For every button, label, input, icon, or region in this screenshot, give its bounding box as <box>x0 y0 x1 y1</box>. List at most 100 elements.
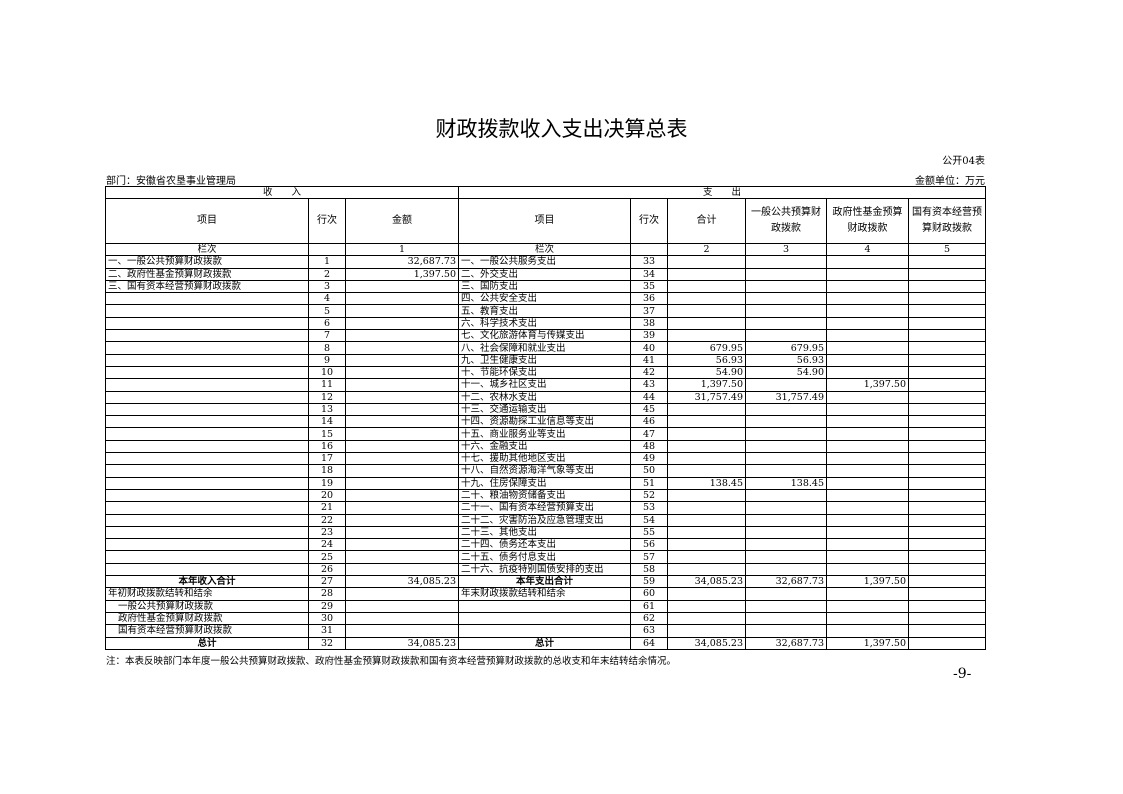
table-row: 国有资本经营预算财政拨款 31 63 <box>105 624 986 638</box>
expense-item: 六、科学技术支出 <box>458 316 631 331</box>
expense-item: 十、节能环保支出 <box>458 365 631 380</box>
income-line: 7 <box>308 329 346 343</box>
expense-total <box>667 329 746 343</box>
expense-item: 二十、粮油物资储备支出 <box>458 488 631 503</box>
expense-state <box>908 513 986 527</box>
expense-line: 53 <box>630 501 668 515</box>
table-row: 19 十九、住房保障支出 51 138.45 138.45 <box>105 476 986 490</box>
expense-state <box>908 316 986 331</box>
expense-line: 62 <box>630 611 668 626</box>
expense-total <box>667 427 746 441</box>
expense-state <box>908 464 986 478</box>
table-row: 12 十二、农林水支出 44 31,757.49 31,757.49 <box>105 390 986 404</box>
expense-fund <box>826 538 909 552</box>
income-amount <box>345 611 459 626</box>
income-item <box>105 538 309 552</box>
income-item: 总计 <box>105 636 309 650</box>
income-line: 24 <box>308 538 346 552</box>
expense-total <box>667 538 746 552</box>
income-line: 25 <box>308 550 346 564</box>
expense-general <box>745 415 827 429</box>
expense-item: 二十一、国有资本经营预算支出 <box>458 501 631 515</box>
expense-line: 49 <box>630 452 668 466</box>
expense-line: 41 <box>630 353 668 367</box>
income-amount <box>345 292 459 306</box>
expense-line: 48 <box>630 439 668 454</box>
expense-state <box>908 415 986 429</box>
income-line: 10 <box>308 365 346 380</box>
expense-state <box>908 402 986 417</box>
col-index: 2 <box>667 242 746 257</box>
income-line: 19 <box>308 476 346 490</box>
col-index: 1 <box>345 242 459 257</box>
income-item: 政府性基金预算财政拨款 <box>105 611 309 626</box>
expense-general <box>745 329 827 343</box>
income-line: 6 <box>308 316 346 331</box>
expense-state <box>908 255 986 269</box>
expense-item: 十七、援助其他地区支出 <box>458 452 631 466</box>
expense-general: 138.45 <box>745 476 827 490</box>
expense-total <box>667 550 746 564</box>
expense-fund <box>826 329 909 343</box>
income-amount <box>345 464 459 478</box>
expense-state <box>908 636 986 650</box>
expense-general <box>745 538 827 552</box>
expense-line: 44 <box>630 390 668 404</box>
table-row: 17 十七、援助其他地区支出 49 <box>105 452 986 466</box>
expense-total <box>667 452 746 466</box>
expense-general <box>745 513 827 527</box>
income-line: 30 <box>308 611 346 626</box>
expense-total <box>667 267 746 281</box>
expense-general: 679.95 <box>745 341 827 355</box>
income-item: 二、政府性基金预算财政拨款 <box>105 267 309 281</box>
income-item <box>105 501 309 515</box>
expense-line: 39 <box>630 329 668 343</box>
expense-total <box>667 316 746 331</box>
table-row: 一、一般公共预算财政拨款 1 32,687.73 一、一般公共服务支出 33 <box>105 255 986 269</box>
income-line: 17 <box>308 452 346 466</box>
income-amount <box>345 402 459 417</box>
expense-fund: 1,397.50 <box>826 378 909 392</box>
income-amount <box>345 587 459 601</box>
expense-general <box>745 378 827 392</box>
expense-line: 47 <box>630 427 668 441</box>
income-item <box>105 353 309 367</box>
income-amount <box>345 341 459 355</box>
expense-item: 十二、农林水支出 <box>458 390 631 404</box>
expense-fund <box>826 513 909 527</box>
expense-line: 35 <box>630 279 668 294</box>
expense-state <box>908 587 986 601</box>
expense-state <box>908 538 986 552</box>
expense-total <box>667 587 746 601</box>
expense-total <box>667 611 746 626</box>
expense-total <box>667 488 746 503</box>
col-general: 一般公共预算财政拨款 <box>745 198 827 244</box>
expense-state <box>908 279 986 294</box>
expense-fund <box>826 304 909 318</box>
expense-line: 59 <box>630 575 668 589</box>
expense-general <box>745 611 827 626</box>
income-line: 3 <box>308 279 346 294</box>
expense-general <box>745 464 827 478</box>
expense-total <box>667 279 746 294</box>
table-row: 22 二十二、灾害防治及应急管理支出 54 <box>105 513 986 527</box>
table-row: 11 十一、城乡社区支出 43 1,397.50 1,397.50 <box>105 378 986 392</box>
income-item <box>105 390 309 404</box>
income-amount <box>345 599 459 613</box>
expense-fund <box>826 267 909 281</box>
expense-total <box>667 304 746 318</box>
expense-item: 七、文化旅游体育与传媒支出 <box>458 329 631 343</box>
income-line: 20 <box>308 488 346 503</box>
expense-fund <box>826 525 909 540</box>
expense-fund <box>826 587 909 601</box>
expense-item: 四、公共安全支出 <box>458 292 631 306</box>
expense-general <box>745 292 827 306</box>
col-item: 项目 <box>105 198 309 244</box>
expense-state <box>908 575 986 589</box>
expense-item: 总计 <box>458 636 631 650</box>
expense-general: 31,757.49 <box>745 390 827 404</box>
income-header: 收 入 <box>105 186 459 199</box>
footnote: 注：本表反映部门本年度一般公共预算财政拨款、政府性基金预算财政拨款和国有资本经营… <box>106 656 677 667</box>
expense-line: 64 <box>630 636 668 650</box>
